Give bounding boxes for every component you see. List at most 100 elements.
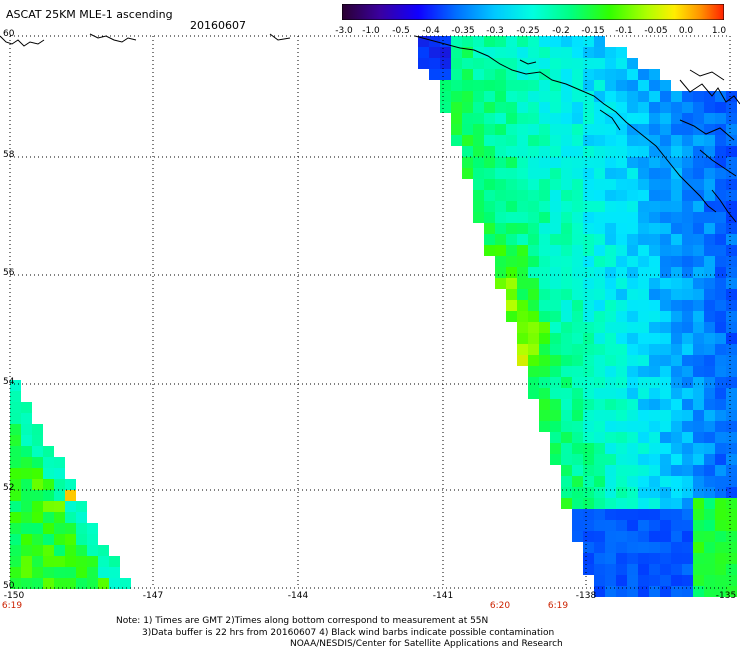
wind-cell	[561, 333, 572, 344]
wind-cell	[704, 234, 715, 245]
wind-cell	[539, 157, 550, 168]
wind-cell	[517, 69, 528, 80]
wind-cell	[550, 212, 561, 223]
wind-cell	[550, 201, 561, 212]
wind-cell	[627, 531, 638, 542]
wind-cell	[715, 168, 726, 179]
wind-cell	[550, 289, 561, 300]
wind-cell	[638, 410, 649, 421]
wind-cell	[484, 245, 495, 256]
wind-cell	[462, 168, 473, 179]
wind-cell	[32, 424, 43, 435]
wind-cell	[726, 190, 737, 201]
wind-cell	[693, 531, 704, 542]
wind-cell	[539, 388, 550, 399]
wind-cell	[616, 366, 627, 377]
wind-cell	[627, 377, 638, 388]
wind-cell	[21, 413, 32, 424]
wind-cell	[682, 498, 693, 509]
wind-cell	[704, 179, 715, 190]
wind-cell	[506, 278, 517, 289]
wind-cell	[660, 322, 671, 333]
wind-cell	[594, 520, 605, 531]
wind-cell	[561, 201, 572, 212]
wind-cell	[682, 300, 693, 311]
wind-cell	[572, 157, 583, 168]
wind-cell	[715, 322, 726, 333]
wind-cell	[638, 212, 649, 223]
wind-cell	[715, 432, 726, 443]
wind-cell	[671, 146, 682, 157]
wind-cell	[583, 333, 594, 344]
wind-cell	[726, 278, 737, 289]
wind-cell	[671, 333, 682, 344]
wind-cell	[583, 91, 594, 102]
wind-cell	[660, 355, 671, 366]
wind-cell	[528, 366, 539, 377]
wind-cell	[682, 355, 693, 366]
wind-cell	[693, 520, 704, 531]
wind-cell	[561, 355, 572, 366]
wind-cell	[627, 256, 638, 267]
wind-cell	[473, 47, 484, 58]
wind-cell	[616, 80, 627, 91]
wind-cell	[660, 190, 671, 201]
wind-cell	[495, 212, 506, 223]
wind-cell	[605, 47, 616, 58]
wind-cell	[528, 388, 539, 399]
wind-cell	[682, 454, 693, 465]
wind-cell	[682, 267, 693, 278]
wind-cell	[495, 179, 506, 190]
wind-cell	[715, 256, 726, 267]
wind-cell	[704, 575, 715, 586]
wind-cell	[660, 234, 671, 245]
wind-cell	[10, 512, 21, 523]
wind-cell	[704, 311, 715, 322]
wind-cell	[715, 454, 726, 465]
wind-cell	[572, 179, 583, 190]
wind-cell	[561, 366, 572, 377]
wind-cell	[539, 47, 550, 58]
wind-cell	[517, 113, 528, 124]
wind-cell	[550, 47, 561, 58]
wind-cell	[649, 520, 660, 531]
wind-cell	[649, 366, 660, 377]
wind-cell	[594, 157, 605, 168]
wind-cell	[627, 289, 638, 300]
wind-cell	[671, 498, 682, 509]
wind-cell	[583, 487, 594, 498]
wind-cell	[671, 564, 682, 575]
wind-cell	[638, 366, 649, 377]
colorbar-tick-label: -0.3	[486, 26, 504, 36]
wind-cell	[495, 157, 506, 168]
wind-cell	[539, 212, 550, 223]
longitude-label: -147	[142, 591, 164, 601]
wind-cell	[473, 146, 484, 157]
wind-cell	[561, 311, 572, 322]
wind-cell	[704, 300, 715, 311]
wind-cell	[517, 344, 528, 355]
wind-cell	[649, 212, 660, 223]
wind-cell	[671, 267, 682, 278]
wind-cell	[10, 391, 21, 402]
wind-cell	[660, 531, 671, 542]
wind-cell	[649, 223, 660, 234]
latitude-label: 56	[3, 268, 15, 278]
wind-cell	[484, 80, 495, 91]
wind-cell	[649, 234, 660, 245]
wind-cell	[682, 135, 693, 146]
wind-cell	[539, 322, 550, 333]
wind-cell	[660, 157, 671, 168]
wind-cell	[517, 256, 528, 267]
wind-cell	[693, 454, 704, 465]
wind-cell	[506, 311, 517, 322]
wind-cell	[539, 344, 550, 355]
wind-cell	[638, 487, 649, 498]
wind-cell	[671, 289, 682, 300]
wind-cell	[605, 553, 616, 564]
wind-cell	[627, 168, 638, 179]
wind-cell	[583, 278, 594, 289]
wind-cell	[627, 520, 638, 531]
wind-cell	[10, 413, 21, 424]
wind-cell	[583, 388, 594, 399]
